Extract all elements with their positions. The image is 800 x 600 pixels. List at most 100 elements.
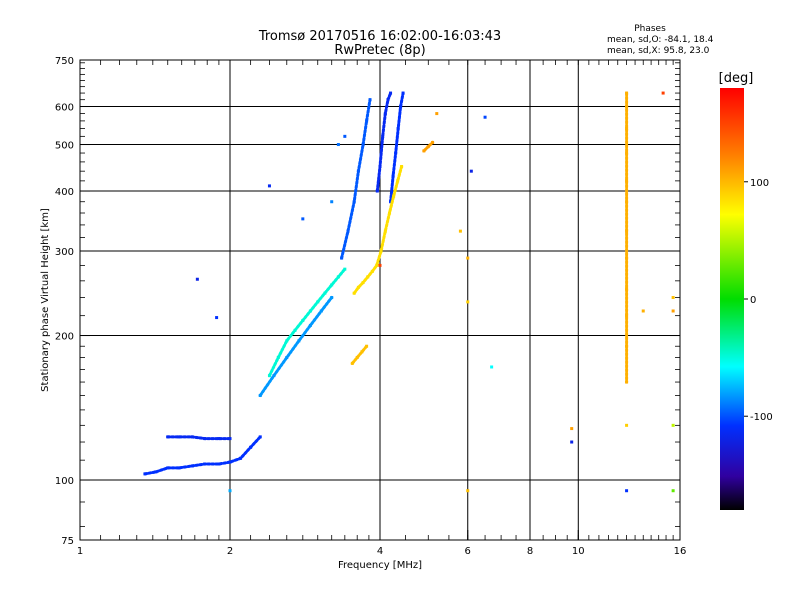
echo-point (330, 283, 334, 287)
echo-point (346, 229, 350, 233)
echo-point (217, 462, 221, 466)
echo-point (276, 355, 280, 359)
echo-point (190, 464, 194, 468)
echo-point (203, 437, 207, 441)
scatter-point (483, 115, 487, 119)
echo-point (383, 112, 387, 116)
echo-point (239, 456, 243, 460)
colorbar-tick-label: 0 (750, 295, 756, 306)
echo-point (386, 98, 390, 102)
echo-point (343, 267, 347, 271)
x-tick-label: 6 (465, 546, 471, 557)
scatter-point (469, 169, 473, 173)
echo-point (383, 229, 387, 233)
scatter-point (661, 91, 665, 95)
scatter-point (343, 134, 347, 138)
echo-point (361, 143, 365, 147)
echo-point (625, 256, 629, 260)
echo-trace (340, 98, 372, 260)
echo-point (352, 200, 356, 204)
y-tick-label: 200 (55, 332, 74, 343)
colorbar (720, 88, 744, 510)
echo-point (625, 179, 629, 183)
echo-point (625, 126, 629, 130)
y-axis-ticks: 75 100 200 300 400 500 600 750 (55, 56, 680, 547)
phase-stats-header: Phases (634, 24, 666, 34)
echo-point (625, 287, 629, 291)
echo-point (361, 280, 365, 284)
echo-point (365, 344, 369, 348)
echo-point (625, 200, 629, 204)
echo-point (308, 323, 312, 327)
scatter-point (330, 200, 334, 204)
data-points (195, 91, 675, 493)
echo-point (625, 91, 629, 95)
phase-stats-o: mean, sd,O: -84.1, 18.4 (607, 35, 714, 45)
chart-title: Tromsø 20170516 16:02:00-16:03:43 (258, 29, 501, 44)
echo-point (258, 435, 262, 439)
scatter-point (458, 229, 462, 233)
scatter-point (435, 112, 439, 116)
y-tick-label: 400 (55, 187, 74, 198)
y-tick-label: 750 (55, 56, 74, 67)
echo-point (370, 269, 374, 273)
echo-point (388, 211, 392, 215)
echo-point (355, 355, 359, 359)
echo-point (217, 437, 221, 441)
x-tick-label: 4 (377, 546, 383, 557)
scatter-point (625, 489, 629, 493)
echo-point (308, 309, 312, 313)
scatter-point (301, 217, 305, 221)
scatter-point (671, 296, 675, 300)
echo-trace (268, 267, 347, 378)
echo-point (396, 179, 400, 183)
echo-point (340, 256, 344, 260)
x-tick-label: 8 (527, 546, 533, 557)
y-axis-label: Stationary phase Virtual Height [km] (40, 208, 51, 392)
x-axis-label: Frequency [MHz] (338, 560, 422, 571)
echo-point (381, 134, 385, 138)
echo-trace (375, 91, 393, 193)
y-tick-label: 100 (55, 476, 74, 487)
echo-point (378, 164, 382, 168)
x-tick-label: 2 (227, 546, 233, 557)
echo-trace (143, 435, 262, 476)
echo-point (625, 151, 629, 155)
y-tick-label: 75 (61, 536, 74, 547)
echo-point (356, 169, 360, 173)
chart-subtitle: RwPretec (8p) (334, 43, 425, 58)
echo-point (391, 174, 395, 178)
scatter-point (336, 143, 340, 147)
echo-point (396, 126, 400, 130)
scatter-point (267, 184, 271, 188)
colorbar-label: [deg] (719, 71, 754, 86)
echo-point (389, 91, 393, 95)
echo-point (375, 189, 379, 193)
echo-point (267, 374, 271, 378)
echo-point (285, 339, 289, 343)
echo-point (366, 275, 370, 279)
echo-point (301, 318, 305, 322)
echo-point (625, 344, 629, 348)
scatter-point (625, 423, 629, 427)
echo-point (375, 263, 379, 267)
echo-point (379, 249, 383, 253)
scatter-point (641, 309, 645, 313)
echo-point (177, 435, 181, 439)
scatter-point (466, 256, 470, 260)
echo-point (625, 380, 629, 384)
scatter-point (378, 263, 382, 267)
echo-point (272, 374, 276, 378)
x-tick-label: 16 (674, 546, 687, 557)
echo-point (368, 98, 372, 102)
echo-point (336, 275, 340, 279)
echo-point (154, 470, 158, 474)
echo-point (625, 229, 629, 233)
echo-point (143, 472, 147, 476)
echo-point (249, 445, 253, 449)
echo-point (293, 328, 297, 332)
echo-point (258, 394, 262, 398)
echo-point (625, 314, 629, 318)
